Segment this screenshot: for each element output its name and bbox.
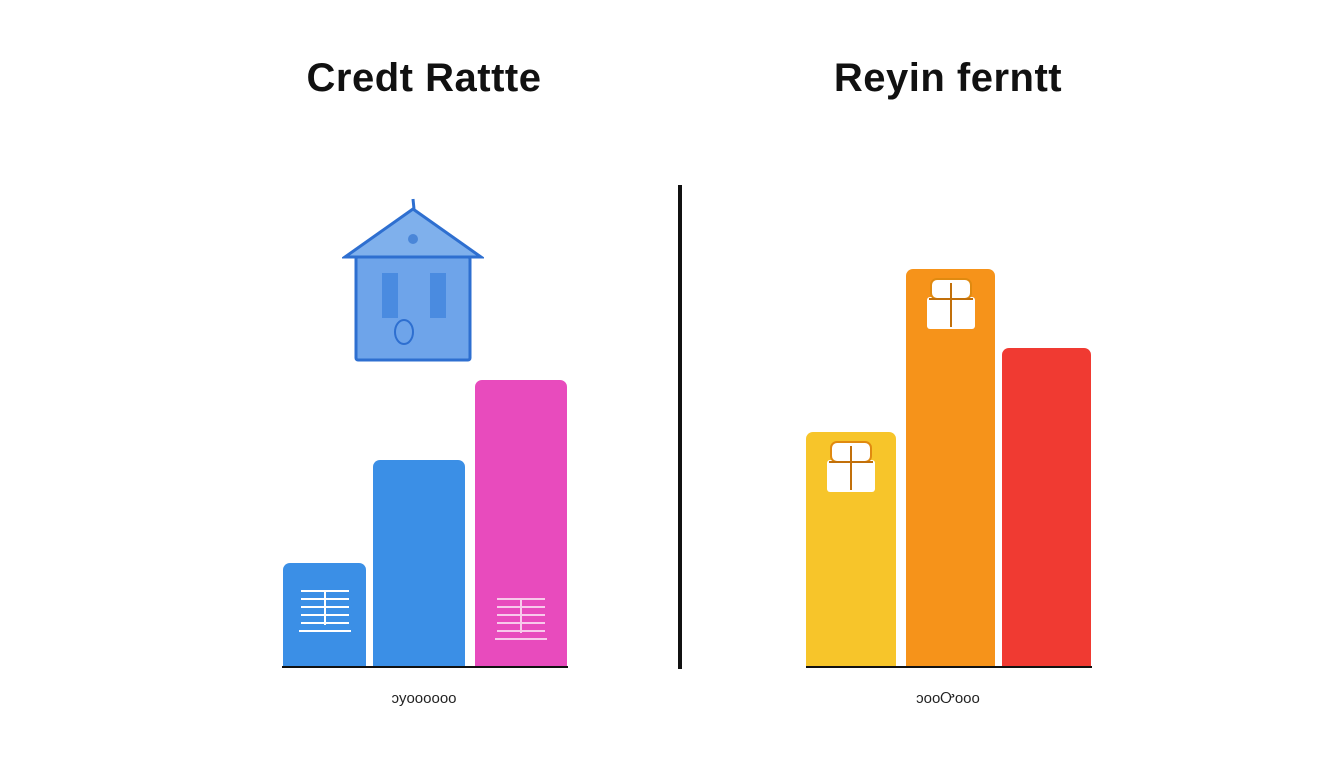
document-icon xyxy=(493,595,549,646)
bar xyxy=(283,562,366,666)
x-axis-line xyxy=(806,666,1092,668)
x-axis-label: ɔyoooooo xyxy=(391,690,457,707)
bar xyxy=(373,459,465,666)
x-axis-line xyxy=(282,666,568,668)
gift-icon xyxy=(821,438,881,499)
bar xyxy=(475,380,567,666)
x-axis-label: ɔooᎤooo xyxy=(916,690,980,707)
gift-icon xyxy=(921,275,981,336)
document-icon xyxy=(297,587,353,638)
bar xyxy=(1002,348,1091,666)
bar xyxy=(906,269,995,666)
bar xyxy=(806,431,896,666)
chart-title: Reyin ferntt xyxy=(833,56,1063,100)
chart-title: Credt Rattte xyxy=(306,56,542,100)
house-icon xyxy=(342,198,484,362)
divider xyxy=(678,185,682,669)
